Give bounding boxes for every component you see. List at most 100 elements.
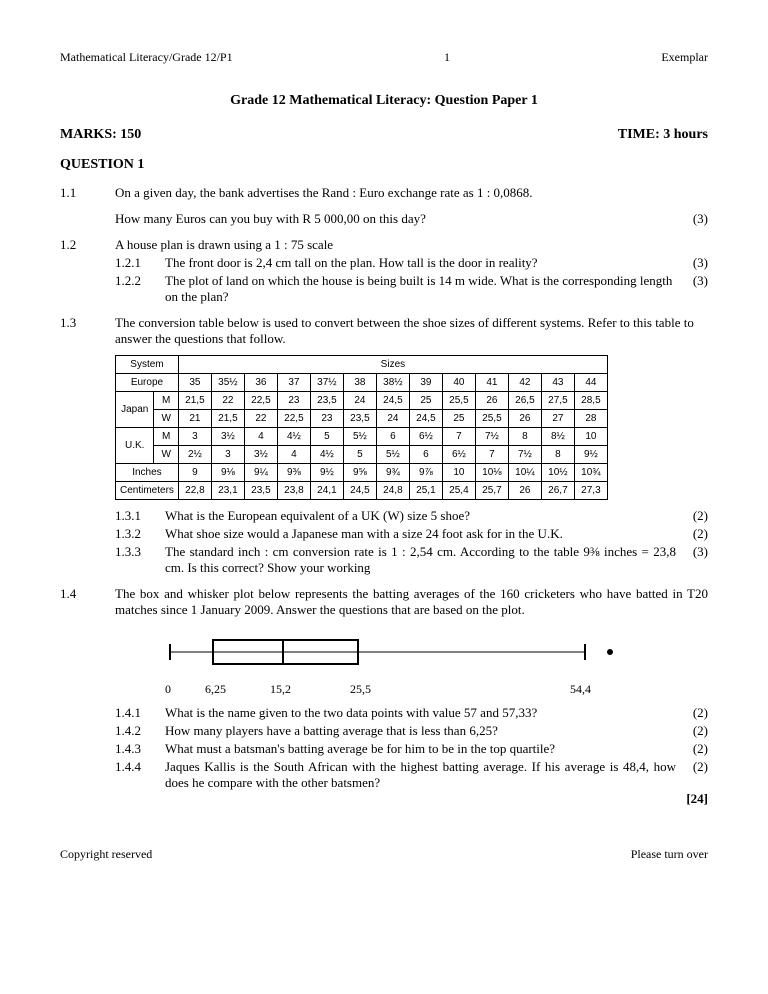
table-cell: 6½ [442, 446, 475, 464]
table-cell: 22,8 [178, 482, 211, 500]
table-cell: 5½ [376, 446, 409, 464]
table-cell: 7 [442, 428, 475, 446]
table-cell: 24 [343, 392, 376, 410]
row-label: Inches [116, 464, 179, 482]
page-footer: Copyright reserved Please turn over [60, 847, 708, 862]
row-sub: W [154, 410, 178, 428]
table-cell: 6 [409, 446, 442, 464]
table-cell: 9¼ [244, 464, 277, 482]
table-cell: 5½ [343, 428, 376, 446]
table-cell: 7 [475, 446, 508, 464]
table-cell: 23,5 [244, 482, 277, 500]
q-intro: The box and whisker plot below represent… [115, 586, 708, 618]
table-cell: 23,5 [343, 410, 376, 428]
q-intro: The conversion table below is used to co… [115, 315, 708, 347]
table-cell: 24 [376, 410, 409, 428]
table-cell: 3 [211, 446, 244, 464]
row-label: Japan [116, 392, 154, 428]
q-num: 1.1 [60, 185, 115, 201]
table-cell: 7½ [475, 428, 508, 446]
th-system: System [116, 356, 179, 374]
table-cell: 41 [475, 374, 508, 392]
row-label: Centimeters [116, 482, 179, 500]
sub-text: Jaques Kallis is the South African with … [165, 759, 676, 791]
table-cell: 10½ [541, 464, 574, 482]
table-cell: 23,1 [211, 482, 244, 500]
table-cell: 37½ [310, 374, 343, 392]
table-cell: 26,5 [508, 392, 541, 410]
sub-num: 1.4.1 [115, 705, 165, 721]
q-1-3: 1.3 The conversion table below is used t… [60, 315, 708, 576]
sub-num: 1.4.4 [115, 759, 165, 791]
bp-label: 0 [165, 682, 205, 697]
row-label: Europe [116, 374, 179, 392]
table-cell: 25,4 [442, 482, 475, 500]
header-right: Exemplar [661, 50, 708, 65]
sub-marks: (3) [676, 544, 708, 576]
sub-num: 1.3.3 [115, 544, 165, 576]
table-cell: 25 [442, 410, 475, 428]
table-cell: 25,1 [409, 482, 442, 500]
sub-marks: (3) [676, 255, 708, 271]
q-intro: A house plan is drawn using a 1 : 75 sca… [115, 237, 708, 253]
sub-text: What must a batsman's batting average be… [165, 741, 676, 757]
table-cell: 39 [409, 374, 442, 392]
bp-label: 25,5 [350, 682, 570, 697]
q-num: 1.3 [60, 315, 115, 331]
sub-marks: (2) [676, 723, 708, 739]
sub-num: 1.4.2 [115, 723, 165, 739]
table-cell: 24,5 [376, 392, 409, 410]
q-1-4: 1.4 The box and whisker plot below repre… [60, 586, 708, 807]
table-cell: 38 [343, 374, 376, 392]
table-cell: 21,5 [178, 392, 211, 410]
question-total: [24] [115, 791, 708, 807]
question-heading: QUESTION 1 [60, 157, 708, 173]
table-cell: 26 [508, 410, 541, 428]
table-cell: 27,3 [574, 482, 607, 500]
q-text: On a given day, the bank advertises the … [115, 185, 708, 201]
table-cell: 9⅛ [211, 464, 244, 482]
shoe-size-table: System Sizes Europe3535½363737½3838½3940… [115, 355, 608, 500]
table-cell: 44 [574, 374, 607, 392]
row-sub: W [154, 446, 178, 464]
table-cell: 9½ [574, 446, 607, 464]
table-cell: 21 [178, 410, 211, 428]
table-cell: 27 [541, 410, 574, 428]
table-cell: 6½ [409, 428, 442, 446]
sub-text: What is the name given to the two data p… [165, 705, 676, 721]
table-cell: 22 [244, 410, 277, 428]
sub-text: The front door is 2,4 cm tall on the pla… [165, 255, 676, 271]
table-cell: 8 [508, 428, 541, 446]
table-cell: 10¼ [508, 464, 541, 482]
table-cell: 3½ [244, 446, 277, 464]
q-1-2: 1.2 A house plan is drawn using a 1 : 75… [60, 237, 708, 305]
sub-num: 1.3.1 [115, 508, 165, 524]
table-cell: 22 [211, 392, 244, 410]
bp-label: 6,25 [205, 682, 270, 697]
table-cell: 10 [574, 428, 607, 446]
time-label: TIME: 3 hours [618, 127, 708, 143]
table-cell: 8 [541, 446, 574, 464]
sub-marks: (2) [676, 508, 708, 524]
header-left: Mathematical Literacy/Grade 12/P1 [60, 50, 233, 65]
row-label: U.K. [116, 428, 154, 464]
table-cell: 7½ [508, 446, 541, 464]
table-cell: 27,5 [541, 392, 574, 410]
table-cell: 35 [178, 374, 211, 392]
table-cell: 6 [376, 428, 409, 446]
table-cell: 3 [178, 428, 211, 446]
table-cell: 24,1 [310, 482, 343, 500]
sub-marks: (2) [676, 526, 708, 542]
table-cell: 26,7 [541, 482, 574, 500]
sub-marks: (3) [676, 273, 708, 305]
q-marks: (3) [676, 211, 708, 227]
table-cell: 9⅜ [277, 464, 310, 482]
sub-text: The standard inch : cm conversion rate i… [165, 544, 676, 576]
table-cell: 42 [508, 374, 541, 392]
table-cell: 40 [442, 374, 475, 392]
table-cell: 3½ [211, 428, 244, 446]
sub-num: 1.4.3 [115, 741, 165, 757]
marks-time-row: MARKS: 150 TIME: 3 hours [60, 127, 708, 143]
paper-title: Grade 12 Mathematical Literacy: Question… [60, 93, 708, 109]
box-whisker-plot [165, 632, 625, 672]
